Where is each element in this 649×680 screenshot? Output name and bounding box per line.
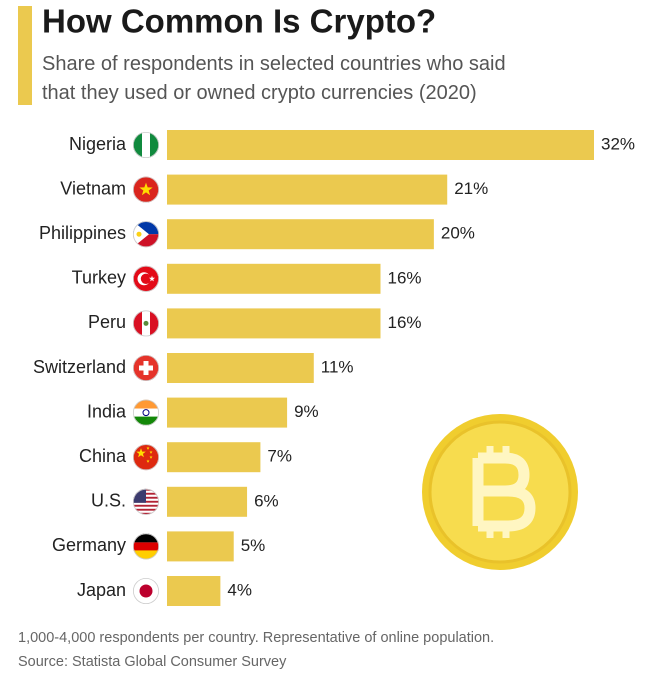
flag-part <box>142 409 150 417</box>
category-label: Peru <box>88 312 126 332</box>
flag-part <box>133 310 142 337</box>
flag-border <box>132 399 159 426</box>
flag-part <box>143 361 149 375</box>
flag-border <box>132 310 159 337</box>
bar <box>167 174 448 205</box>
category-label: Germany <box>52 535 126 555</box>
value-label: 32% <box>601 134 635 153</box>
flag-star <box>149 455 153 459</box>
value-label: 11% <box>321 357 354 376</box>
bar <box>167 576 221 606</box>
category-label: Japan <box>77 580 126 600</box>
flag-border <box>132 488 159 515</box>
chart-subtitle: Share of respondents in selected countri… <box>42 53 506 75</box>
flag-border <box>132 533 159 560</box>
flag-part <box>139 584 153 598</box>
title-accent <box>18 6 32 105</box>
category-label: U.S. <box>91 491 126 511</box>
category-label: Vietnam <box>60 178 126 198</box>
flag-icon <box>133 399 159 426</box>
flag-part <box>133 399 159 409</box>
flag-part <box>133 542 159 552</box>
chart-subtitle: that they used or owned crypto currencie… <box>42 82 477 104</box>
flag-part <box>133 502 159 505</box>
category-label: Turkey <box>72 268 126 288</box>
flag-part <box>133 132 142 158</box>
value-label: 16% <box>388 268 422 287</box>
value-label: 5% <box>241 536 266 555</box>
flag-border <box>132 176 159 203</box>
value-label: 4% <box>227 580 252 599</box>
value-label: 20% <box>441 224 475 243</box>
flag-part <box>150 310 159 337</box>
footnote: 1,000-4,000 respondents per country. Rep… <box>18 630 494 646</box>
bitcoin-coin <box>422 414 578 570</box>
value-label: 16% <box>388 313 422 332</box>
flag-part <box>133 533 159 543</box>
bitcoin-bars <box>486 446 510 538</box>
flag-star <box>146 459 150 463</box>
bar <box>167 531 234 562</box>
flag-part <box>133 508 159 511</box>
flag-part <box>133 510 159 513</box>
bar <box>167 486 248 517</box>
flag-star <box>149 450 153 454</box>
flag-part <box>133 506 159 509</box>
flag-border <box>132 354 159 381</box>
bar <box>167 442 261 473</box>
flag-part <box>150 132 159 158</box>
bar <box>167 308 381 339</box>
flag-part <box>136 231 142 237</box>
flag-border <box>132 221 159 248</box>
value-label: 6% <box>254 491 279 510</box>
flag-part <box>133 408 159 418</box>
category-label: China <box>79 446 127 466</box>
value-label: 7% <box>267 447 292 466</box>
category-label: Switzerland <box>33 357 126 377</box>
chart-title: How Common Is Crypto? <box>42 3 436 40</box>
flag-icon <box>133 533 159 560</box>
bar <box>167 397 288 428</box>
bar <box>167 219 434 250</box>
category-label: Nigeria <box>69 134 127 154</box>
flag-star <box>136 448 146 458</box>
flag-border <box>132 444 159 471</box>
bar <box>167 130 594 160</box>
bitcoin-b <box>472 452 536 532</box>
category-label: India <box>87 401 127 421</box>
flag-star <box>146 446 150 450</box>
bar <box>167 353 314 383</box>
flag-part <box>133 504 159 507</box>
bar <box>167 263 381 294</box>
flag-part <box>133 416 159 426</box>
flag-border <box>132 131 159 158</box>
flag-star <box>148 275 156 282</box>
flag-icon <box>133 221 159 248</box>
flag-border <box>132 265 159 292</box>
flag-star <box>139 182 153 196</box>
category-label: Philippines <box>39 223 126 243</box>
source: Source: Statista Global Consumer Survey <box>18 654 287 670</box>
flag-border <box>132 578 159 605</box>
flag-part <box>133 550 159 560</box>
flag-part <box>143 320 149 326</box>
flag-part <box>140 273 152 284</box>
value-label: 21% <box>454 179 488 198</box>
flag-part <box>133 512 159 515</box>
value-label: 9% <box>294 402 319 421</box>
bitcoin-symbol <box>472 446 536 538</box>
